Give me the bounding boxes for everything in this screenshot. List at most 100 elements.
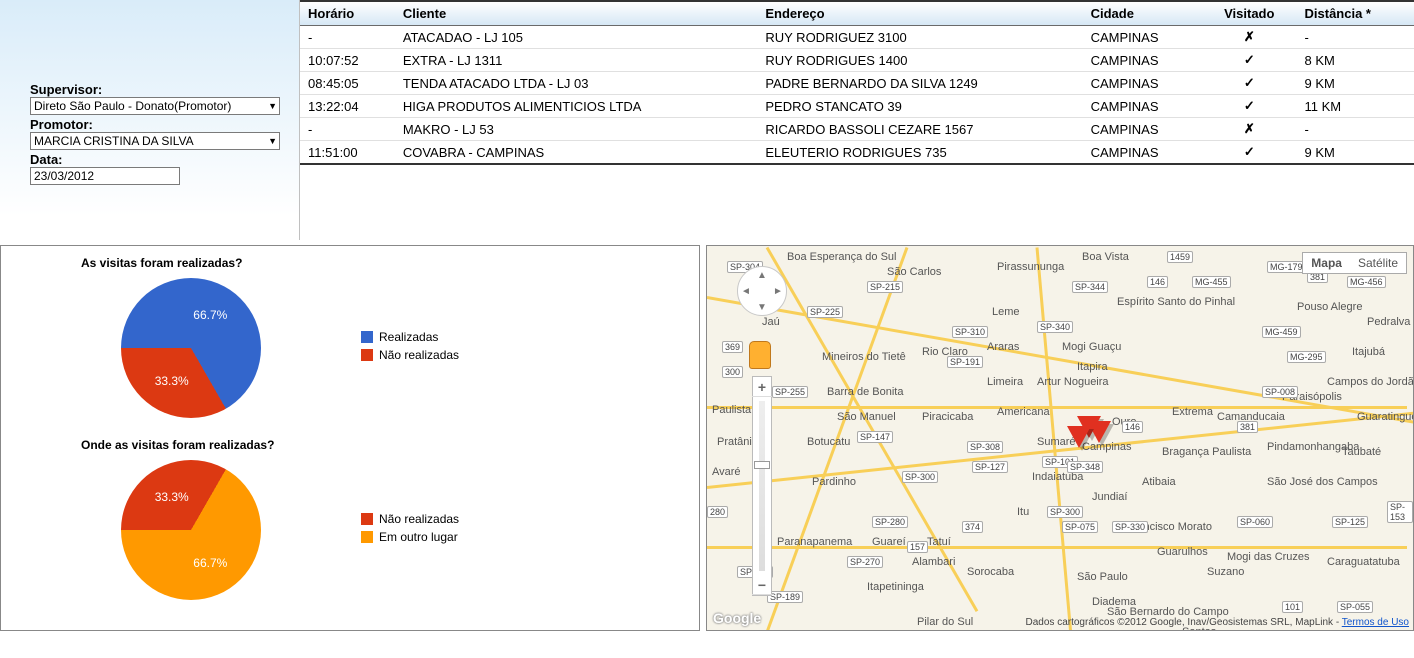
table-row[interactable]: -MAKRO - LJ 53RICARDO BASSOLI CEZARE 156… [300,118,1414,141]
map-road-shield: MG-455 [1192,276,1231,288]
map-panel[interactable]: Boa Esperança do SulSão CarlosPirassunun… [706,245,1414,631]
table-header[interactable]: Endereço [757,1,1082,26]
table-cell: - [1297,26,1414,49]
map-city-label: Leme [992,306,1020,318]
pie-slice-label: 33.3% [155,490,189,504]
map-city-label: Itapetininga [867,581,924,593]
map-road-shield: SP-308 [967,441,1003,453]
map-pan-down-icon[interactable]: ▼ [754,299,770,315]
map-road-shield: 280 [707,506,728,518]
table-cell: ✓ [1202,141,1296,165]
map-pegman-icon[interactable] [749,341,771,369]
map-city-label: Paranapanema [777,536,852,548]
table-cell: CAMPINAS [1083,72,1202,95]
chart1-title: As visitas foram realizadas? [81,256,689,270]
date-input[interactable]: 23/03/2012 [30,167,180,185]
map-zoom-control[interactable]: + − [752,376,772,596]
chart1-pie: 66.7%33.3% [121,278,261,418]
map-city-label: Artur Nogueira [1037,376,1109,388]
map-city-label: Pardinho [812,476,856,488]
filters-panel: Supervisor: Direto São Paulo - Donato(Pr… [0,0,300,240]
table-cell: COVABRA - CAMPINAS [395,141,758,165]
map-road-shield: SP-340 [1037,321,1073,333]
table-header[interactable]: Visitado [1202,1,1296,26]
map-city-label: Pedralva [1367,316,1410,328]
chart2-title: Onde as visitas foram realizadas? [81,438,689,452]
table-header[interactable]: Horário [300,1,395,26]
table-cell: CAMPINAS [1083,95,1202,118]
promotor-value: MARCIA CRISTINA DA SILVA [34,134,194,148]
table-row[interactable]: -ATACADAO - LJ 105RUY RODRIGUEZ 3100CAMP… [300,26,1414,49]
map-city-label: Limeira [987,376,1023,388]
map-type-toggle[interactable]: Mapa Satélite [1302,252,1407,274]
table-header[interactable]: Cliente [395,1,758,26]
table-cell: 08:45:05 [300,72,395,95]
map-city-label: Americana [997,406,1050,418]
map-terms-link[interactable]: Termos de Uso [1342,617,1409,628]
map-marker-icon[interactable] [1067,426,1091,448]
map-type-map-button[interactable]: Mapa [1303,253,1350,273]
table-cell: CAMPINAS [1083,141,1202,165]
table-cell: PADRE BERNARDO DA SILVA 1249 [757,72,1082,95]
legend-item: Realizadas [361,330,459,344]
legend-swatch-icon [361,331,373,343]
map-road-shield: SP-300 [1047,506,1083,518]
table-row[interactable]: 08:45:05TENDA ATACADO LTDA - LJ 03PADRE … [300,72,1414,95]
table-row[interactable]: 11:51:00COVABRA - CAMPINASELEUTERIO RODR… [300,141,1414,165]
map-road-shield: 369 [722,341,743,353]
map-road-shield: SP-189 [767,591,803,603]
map-nav-control[interactable]: ▲ ◄ ► ▼ [737,266,787,316]
map-city-label: Suzano [1207,566,1244,578]
promotor-select[interactable]: MARCIA CRISTINA DA SILVA ▼ [30,132,280,150]
map-road-shield: SP-008 [1262,386,1298,398]
pie-slice-label: 66.7% [193,308,227,322]
map-road-shield: SP-225 [807,306,843,318]
map-road-shield: SP-060 [1237,516,1273,528]
chart2-pie: 33.3%66.7% [121,460,261,600]
map-pan-left-icon[interactable]: ◄ [738,283,754,299]
map-zoom-track[interactable] [759,401,765,571]
legend-label: Em outro lugar [379,530,458,544]
map-road-shield: SP-147 [857,431,893,443]
table-cell: CAMPINAS [1083,26,1202,49]
map-city-label: Itapira [1077,361,1108,373]
visits-table-panel: HorárioClienteEndereçoCidadeVisitadoDist… [300,0,1414,240]
table-row[interactable]: 10:07:52EXTRA - LJ 1311RUY RODRIGUES 140… [300,49,1414,72]
map-type-satellite-button[interactable]: Satélite [1350,253,1406,273]
map-zoom-handle[interactable] [754,461,770,469]
legend-label: Não realizadas [379,348,459,362]
table-cell: HIGA PRODUTOS ALIMENTICIOS LTDA [395,95,758,118]
map-road-shield: SP-215 [867,281,903,293]
table-cell: 13:22:04 [300,95,395,118]
legend-label: Não realizadas [379,512,459,526]
charts-panel: As visitas foram realizadas? 66.7%33.3% … [0,245,700,631]
chart1-legend: Realizadas Não realizadas [361,330,459,366]
supervisor-value: Direto São Paulo - Donato(Promotor) [34,99,231,113]
table-cell: EXTRA - LJ 1311 [395,49,758,72]
table-cell: ATACADAO - LJ 105 [395,26,758,49]
map-city-label: Mogi das Cruzes [1227,551,1310,563]
map-city-label: Jundiaí [1092,491,1127,503]
legend-label: Realizadas [379,330,438,344]
supervisor-select[interactable]: Direto São Paulo - Donato(Promotor) ▼ [30,97,280,115]
chevron-down-icon: ▼ [268,136,277,146]
table-cell: 11:51:00 [300,141,395,165]
map-pan-right-icon[interactable]: ► [770,283,786,299]
map-zoom-in-button[interactable]: + [752,377,772,397]
table-cell: ✓ [1202,72,1296,95]
map-pan-up-icon[interactable]: ▲ [754,267,770,283]
map-city-label: Pirassununga [997,261,1064,273]
map-city-label: Mogi Guaçu [1062,341,1121,353]
map-city-label: Jaú [762,316,780,328]
map-zoom-out-button[interactable]: − [752,575,772,595]
table-header[interactable]: Distância * [1297,1,1414,26]
map-background: Boa Esperança do SulSão CarlosPirassunun… [707,246,1413,630]
map-city-label: Guareí [872,536,906,548]
legend-swatch-icon [361,349,373,361]
map-city-label: Itajubá [1352,346,1385,358]
table-cell: ✗ [1202,26,1296,49]
table-cell: CAMPINAS [1083,118,1202,141]
table-row[interactable]: 13:22:04HIGA PRODUTOS ALIMENTICIOS LTDAP… [300,95,1414,118]
map-city-label: Diadema [1092,596,1136,608]
table-header[interactable]: Cidade [1083,1,1202,26]
